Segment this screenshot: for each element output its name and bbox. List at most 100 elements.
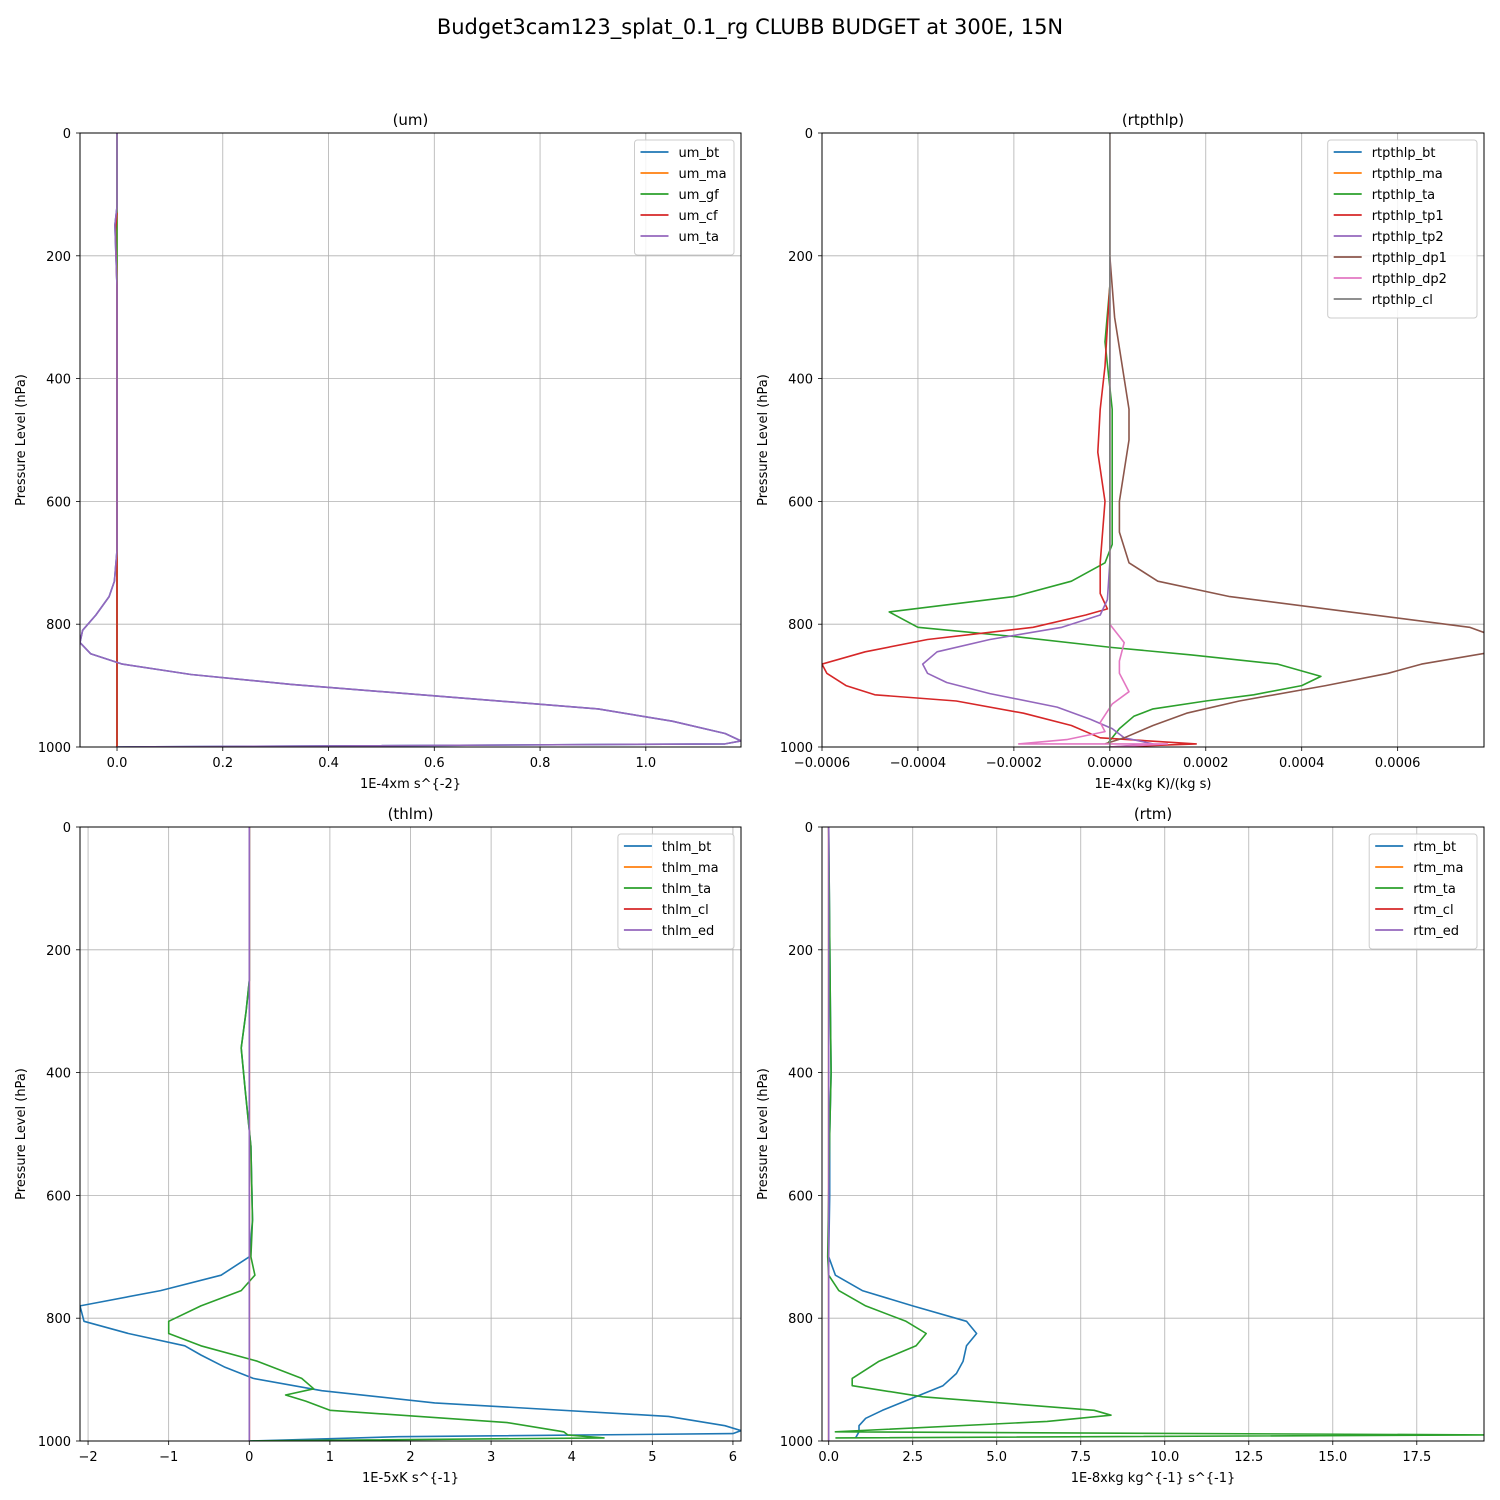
figure-title: Budget3cam123_splat_0.1_rg CLUBB BUDGET … — [436, 15, 1064, 39]
chart-panel-4: 0.0 2.5 5.0 7.5 10.0 12.5 15.0 17.5 0 200 400 600 80… — [756, 805, 1485, 1486]
y-tick-label: 400 — [788, 1067, 813, 1082]
legend-entry: rtm_ta — [1413, 882, 1456, 897]
legend-entry: rtpthlp_tp2 — [1372, 230, 1444, 245]
y-tick-label: 200 — [46, 250, 71, 265]
x-axis-label: 1E-5xK s^{-1} — [362, 1471, 459, 1486]
chart-title: (um) — [393, 111, 429, 129]
legend-entry: rtpthlp_dp1 — [1372, 251, 1447, 266]
legend: rtm_bt rtm_ma rtm_ta rtm_cl rtm_ed — [1368, 833, 1478, 950]
chart-panel-3: −2 −1 0 1 2 3 4 5 6 0 200 400 600 800 1000 (thlm) 1E-5xK… — [14, 805, 742, 1486]
y-tick-label: 400 — [788, 373, 813, 388]
chart-panel-2: −0.0006 −0.0004 −0.0002 0.0000 0.0002 0.0004 0… — [756, 111, 1485, 792]
y-tick-label: 400 — [46, 1067, 71, 1082]
chart-title: (rtpthlp) — [1122, 111, 1184, 129]
axes-frame — [821, 826, 1485, 1442]
x-tick-label: 1.0 — [635, 756, 656, 771]
legend-entry: rtm_ma — [1413, 861, 1463, 876]
x-tick-label: 7.5 — [1070, 1450, 1091, 1465]
y-tick-label: 600 — [46, 1189, 71, 1204]
y-tick-label: 1000 — [38, 1435, 71, 1450]
x-tick-label: 10.0 — [1150, 1450, 1179, 1465]
x-tick-label: 0.6 — [424, 756, 445, 771]
legend-entry: um_bt — [679, 146, 720, 161]
series-line-rtpthlp_tp1 — [822, 286, 1197, 747]
legend-entry: thlm_ta — [662, 882, 711, 897]
y-tick-label: 800 — [788, 618, 813, 633]
series-line-rtpthlp_ta — [888, 133, 1322, 745]
x-tick-label: −0.0006 — [794, 756, 850, 771]
x-tick-label: −0.0004 — [890, 756, 946, 771]
x-tick-label: 0.4 — [318, 756, 339, 771]
x-tick-label: 3 — [487, 1450, 495, 1465]
chart-title: (thlm) — [388, 805, 434, 823]
legend-entry: rtpthlp_ta — [1372, 188, 1435, 203]
legend-box — [634, 139, 735, 256]
legend-entry: rtpthlp_dp2 — [1372, 272, 1447, 287]
legend-entry: rtm_cl — [1413, 903, 1453, 918]
legend-entry: thlm_cl — [662, 903, 709, 918]
x-tick-label: 15.0 — [1318, 1450, 1347, 1465]
x-tick-label: 17.5 — [1402, 1450, 1431, 1465]
legend-entry: rtm_ed — [1413, 924, 1459, 939]
legend-entry: thlm_ma — [662, 861, 719, 876]
x-tick-label: 2 — [406, 1450, 414, 1465]
y-tick-label: 1000 — [780, 1435, 813, 1450]
x-tick-label: 5 — [648, 1450, 656, 1465]
y-tick-label: 600 — [788, 495, 813, 510]
legend-entry: um_cf — [679, 209, 719, 224]
legend-box — [1327, 139, 1478, 319]
y-tick-label: 600 — [46, 495, 71, 510]
y-tick-label: 600 — [788, 1189, 813, 1204]
series-line-um_ta — [80, 133, 741, 747]
x-tick-label: −0.0002 — [986, 756, 1042, 771]
y-tick-label: 800 — [46, 618, 71, 633]
series-line-thlm_ta — [167, 827, 605, 1441]
axes-frame — [79, 132, 742, 748]
x-tick-label: 0.0 — [107, 756, 128, 771]
y-tick-label: 0 — [63, 821, 71, 836]
y-tick-label: 800 — [788, 1312, 813, 1327]
x-tick-label: 0.0006 — [1375, 756, 1421, 771]
series-line-rtpthlp_dp1 — [1104, 133, 1484, 745]
legend: um_bt um_ma um_gf um_cf um_ta — [634, 139, 735, 256]
legend-box — [1368, 833, 1478, 950]
legend-entry: thlm_ed — [662, 924, 714, 939]
y-tick-label: 200 — [788, 250, 813, 265]
legend: thlm_bt thlm_ma thlm_ta thlm_cl thlm_ed — [617, 833, 735, 950]
legend-entry: um_ma — [679, 167, 727, 182]
axes-frame — [821, 132, 1485, 748]
x-tick-label: −1 — [159, 1450, 178, 1465]
legend-box — [617, 833, 735, 950]
x-axis-label: 1E-4x(kg K)/(kg s) — [1095, 777, 1212, 792]
x-tick-label: 0.0002 — [1183, 756, 1229, 771]
axes-frame — [79, 826, 742, 1442]
series-line-rtm_bt — [827, 827, 978, 1439]
chart-panel-1: 0.0 0.2 0.4 0.6 0.8 1.0 0 200 400 600 800 1000 (um) 1… — [14, 111, 742, 792]
x-tick-label: 5.0 — [986, 1450, 1007, 1465]
y-tick-label: 0 — [805, 127, 813, 142]
legend-entry: rtpthlp_ma — [1372, 167, 1443, 182]
x-axis-label: 1E-4xm s^{-2} — [360, 777, 461, 792]
y-tick-label: 200 — [46, 944, 71, 959]
legend-entry: rtpthlp_tp1 — [1372, 209, 1444, 224]
x-tick-label: 0.0000 — [1087, 756, 1133, 771]
x-tick-label: 6 — [729, 1450, 737, 1465]
legend-entry: rtm_bt — [1413, 840, 1456, 855]
y-tick-label: 800 — [46, 1312, 71, 1327]
x-tick-label: 0.8 — [530, 756, 551, 771]
x-tick-label: −2 — [78, 1450, 97, 1465]
y-axis-label: Pressure Level (hPa) — [14, 1068, 29, 1200]
y-axis-label: Pressure Level (hPa) — [756, 374, 771, 506]
legend-entry: rtpthlp_bt — [1372, 146, 1436, 161]
chart-title: (rtm) — [1134, 805, 1172, 823]
legend-entry: um_ta — [679, 230, 719, 245]
series-line-rtpthlp_dp2 — [1017, 133, 1169, 747]
y-tick-label: 0 — [805, 821, 813, 836]
x-axis-label: 1E-8xkg kg^{-1} s^{-1} — [1071, 1471, 1236, 1486]
x-tick-label: 0.2 — [212, 756, 233, 771]
y-tick-label: 400 — [46, 373, 71, 388]
x-tick-label: 0.0004 — [1279, 756, 1325, 771]
x-tick-label: 1 — [326, 1450, 334, 1465]
x-tick-label: 2.5 — [902, 1450, 923, 1465]
